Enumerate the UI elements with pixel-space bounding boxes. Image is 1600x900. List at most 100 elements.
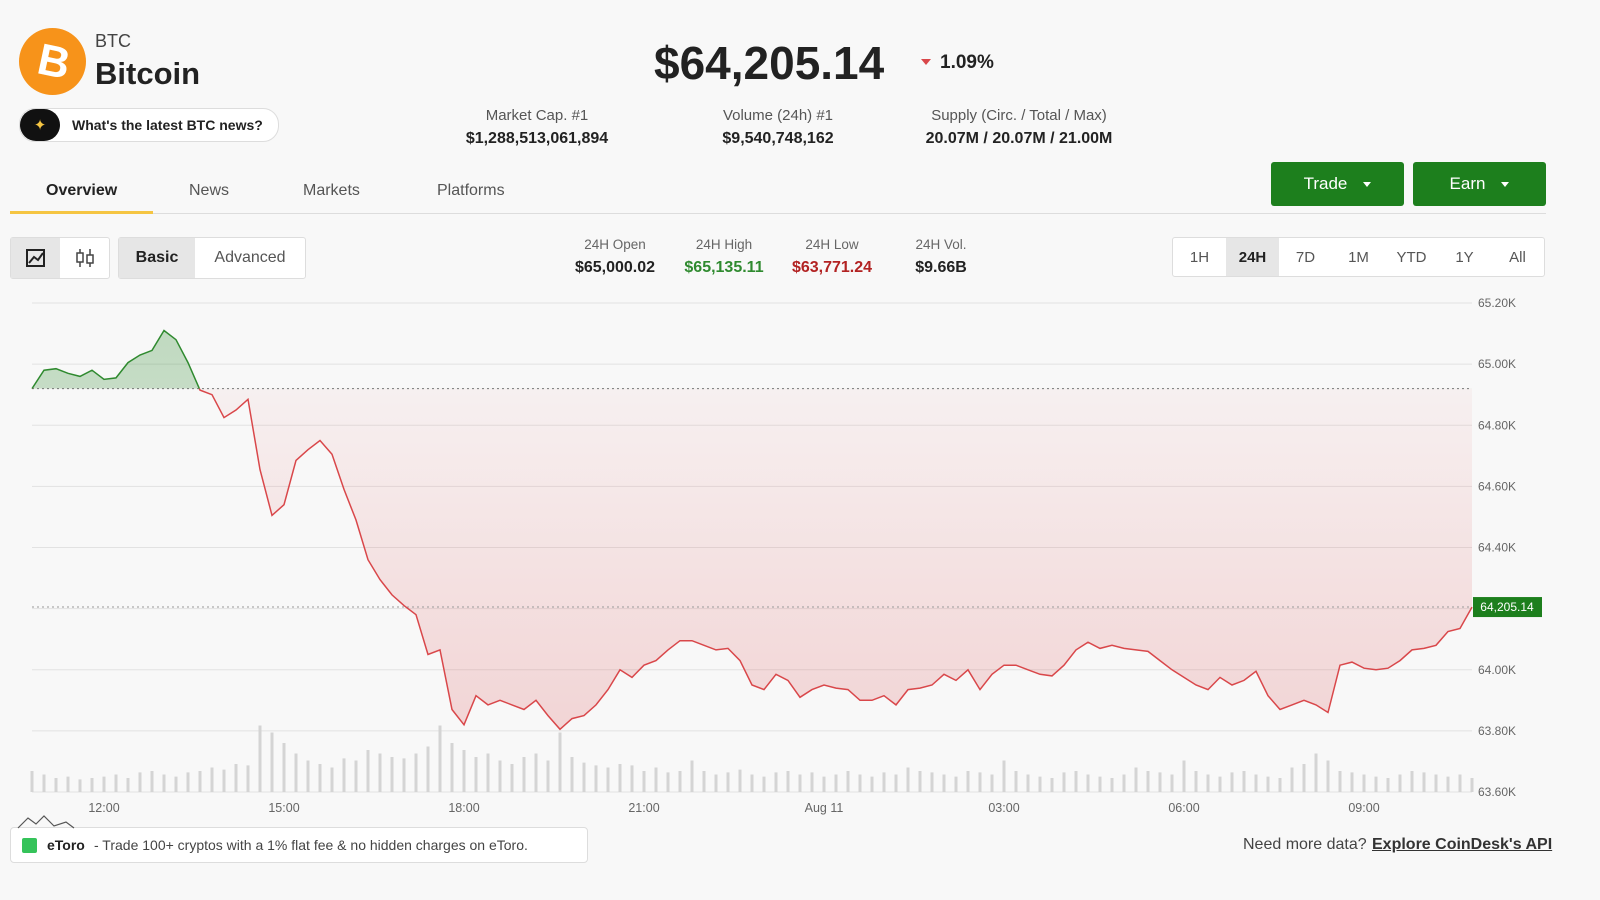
tab-indicator — [10, 211, 153, 214]
volume-bar — [1278, 778, 1282, 792]
volume-bar — [1290, 767, 1294, 792]
volume-bar — [498, 760, 502, 792]
area-down — [32, 388, 1472, 730]
volume-bar — [1086, 774, 1090, 792]
volume-bar — [870, 776, 874, 792]
range-button[interactable]: 7D — [1295, 248, 1316, 266]
x-tick-label: 15:00 — [268, 801, 299, 815]
volume-bar — [966, 771, 970, 792]
tab[interactable]: Markets — [303, 182, 360, 199]
volume-bar — [1362, 774, 1366, 792]
news-button[interactable]: ✦ What's the latest BTC news? — [19, 108, 279, 142]
volume-bar — [702, 771, 706, 792]
volume-bar — [954, 776, 958, 792]
volume-bar — [114, 774, 118, 792]
coin-name: Bitcoin — [95, 56, 201, 91]
volume-bar — [1338, 771, 1342, 792]
button-label: Trade — [1303, 174, 1348, 193]
ohlc-stat: 24H Open $65,000.02 — [560, 237, 670, 277]
candle-style-button[interactable] — [60, 238, 109, 278]
volume-bar — [306, 760, 310, 792]
volume-bar — [642, 771, 646, 792]
ohlc-value: $65,135.11 — [684, 259, 764, 276]
volume-bar — [390, 757, 394, 792]
range-button[interactable]: 1M — [1348, 248, 1369, 266]
trade-button[interactable]: Trade — [1271, 162, 1404, 206]
volume-bar — [630, 765, 634, 792]
tab[interactable]: Platforms — [437, 182, 505, 199]
mode-button[interactable]: Basic — [119, 238, 195, 278]
volume-bar — [558, 732, 562, 792]
volume-bar — [1434, 774, 1438, 792]
volume-bar — [978, 772, 982, 792]
volume-bar — [102, 776, 106, 792]
volume-bar — [270, 732, 274, 792]
tab-divider — [10, 213, 1546, 214]
chart-style-toggle — [10, 237, 110, 279]
range-button[interactable]: 1Y — [1455, 248, 1474, 266]
ad-text: - Trade 100+ cryptos with a 1% flat fee … — [94, 837, 528, 853]
volume-bar — [1314, 753, 1318, 792]
stat-value: $1,288,513,061,894 — [465, 130, 609, 147]
volume-bar — [354, 760, 358, 792]
volume-bar — [150, 771, 154, 792]
volume-bar — [1122, 774, 1126, 792]
stat-value: $9,540,748,162 — [722, 130, 834, 147]
volume-bar — [474, 757, 478, 792]
volume-bar — [1470, 778, 1474, 792]
line-style-button[interactable] — [11, 238, 60, 278]
volume-bar — [414, 753, 418, 792]
volume-bar — [1014, 771, 1018, 792]
volume-bar — [810, 772, 814, 792]
earn-button[interactable]: Earn — [1413, 162, 1546, 206]
volume-bar — [366, 750, 370, 792]
volume-bar — [1182, 760, 1186, 792]
volume-bar — [534, 753, 538, 792]
y-tick-label: 64.60K — [1478, 479, 1516, 493]
change: 1.09% — [940, 52, 994, 73]
volume-bar — [1350, 772, 1354, 792]
more-text: Need more data? — [1243, 836, 1367, 853]
range-button[interactable]: YTD — [1396, 248, 1427, 266]
ohlc-stat: 24H Vol. $9.66B — [886, 237, 996, 277]
api-link[interactable]: Explore CoinDesk's API — [1372, 836, 1553, 853]
tab[interactable]: News — [189, 182, 230, 199]
volume-bar — [678, 771, 682, 792]
area-up — [32, 330, 1472, 389]
stat-label: Market Cap. #1 — [485, 107, 589, 124]
range-button[interactable]: 24H — [1226, 238, 1279, 276]
tab[interactable]: Overview — [46, 182, 118, 199]
volume-bar — [918, 771, 922, 792]
line-down — [31, 388, 1473, 731]
x-tick-label: 06:00 — [1168, 801, 1199, 815]
ad-banner[interactable]: eToro - Trade 100+ cryptos with a 1% fla… — [10, 827, 588, 863]
volume-bar — [90, 778, 94, 792]
caret — [1363, 181, 1372, 187]
volume-bar — [318, 764, 322, 792]
volume-bar — [1218, 776, 1222, 792]
volume-bar — [666, 772, 670, 792]
range-button[interactable]: All — [1509, 248, 1526, 266]
volume-bar — [1146, 771, 1150, 792]
volume-bar — [726, 772, 730, 792]
volume-bar — [750, 774, 754, 792]
volume-bar — [522, 757, 526, 792]
volume-bar — [1194, 771, 1198, 792]
volume-bar — [294, 753, 298, 792]
y-tick-label: 65.20K — [1478, 296, 1516, 310]
range-button[interactable]: 1H — [1189, 248, 1210, 266]
ohlc-value: $9.66B — [915, 259, 967, 276]
volume-bar — [606, 767, 610, 792]
volume-bar — [714, 774, 718, 792]
volume-bar — [30, 771, 34, 792]
volume-bar — [1326, 760, 1330, 792]
volume-bar — [234, 764, 238, 792]
volume-bar — [1230, 772, 1234, 792]
volume-bar — [1302, 764, 1306, 792]
stat: Supply (Circ. / Total / Max) 20.07M / 20.… — [899, 107, 1139, 148]
volume-bar — [138, 772, 142, 792]
ohlc-value: $65,000.02 — [574, 259, 656, 276]
mode-button[interactable]: Advanced — [214, 249, 286, 266]
volume-bar — [846, 771, 850, 792]
